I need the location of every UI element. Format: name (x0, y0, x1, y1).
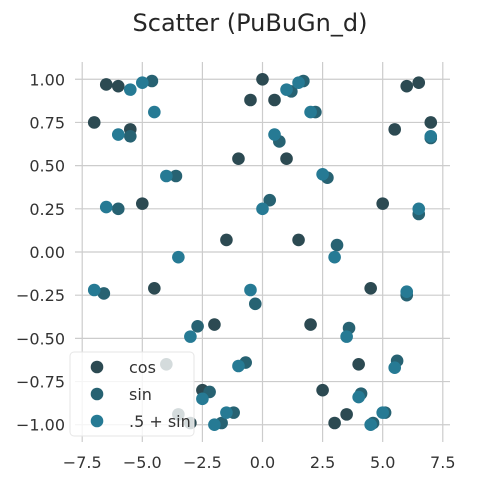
y-tick-label: 0.00 (29, 243, 65, 262)
data-point (220, 406, 233, 419)
data-point (136, 197, 149, 210)
x-tick-label: −5.0 (123, 453, 162, 472)
data-point (256, 72, 269, 86)
x-tick-label: 0.0 (250, 453, 275, 472)
data-point (424, 116, 438, 129)
y-tick-label: 0.25 (29, 200, 65, 219)
data-point (364, 281, 377, 295)
x-axis-ticks: −7.5 −5.0 −2.5 0.0 2.5 5.0 7.5 (63, 453, 456, 472)
data-point (328, 250, 341, 264)
data-point (196, 392, 209, 406)
y-axis-ticks: −1.00 −0.75 −0.50 −0.25 0.00 0.25 0.50 0.75 1.00 (16, 70, 65, 434)
data-point (292, 233, 305, 247)
data-point (220, 233, 233, 247)
data-point (388, 123, 402, 136)
y-tick-label: 0.75 (29, 113, 65, 132)
legend-label: cos (129, 358, 156, 377)
data-point (111, 202, 125, 216)
data-point (160, 169, 173, 183)
data-point (376, 197, 389, 210)
data-point (304, 105, 317, 119)
x-tick-label: −2.5 (183, 453, 222, 472)
data-point (263, 193, 277, 207)
legend: cos sin .5 + sin (69, 351, 195, 437)
data-point (330, 238, 344, 252)
data-point (328, 416, 341, 430)
data-point (316, 383, 329, 397)
data-point (191, 319, 204, 333)
data-point (244, 283, 257, 297)
y-tick-label: −1.00 (16, 416, 65, 435)
chart-title: Scatter (PuBuGn_d) (133, 9, 368, 37)
data-point (232, 152, 245, 166)
data-point (111, 128, 125, 141)
data-point (136, 76, 149, 90)
data-point (352, 357, 365, 371)
legend-label: .5 + sin (129, 412, 191, 431)
data-point (123, 83, 137, 96)
y-tick-label: −0.25 (16, 286, 65, 305)
data-point (268, 128, 281, 141)
data-point (388, 361, 402, 375)
data-point (99, 78, 113, 91)
y-tick-label: 1.00 (29, 70, 65, 89)
data-point (208, 318, 221, 331)
data-point (97, 287, 111, 300)
data-point (280, 152, 293, 166)
legend-marker (90, 414, 104, 428)
x-tick-label: −7.5 (63, 453, 102, 472)
data-point (352, 390, 365, 404)
data-point (340, 408, 353, 421)
data-point (292, 76, 305, 90)
legend-marker (90, 360, 104, 374)
data-point (87, 116, 101, 129)
legend-box (69, 351, 195, 437)
x-tick-label: 7.5 (430, 453, 455, 472)
data-point (304, 318, 317, 331)
data-point (208, 418, 221, 432)
data-point (424, 129, 438, 143)
data-point (172, 250, 185, 264)
data-point (412, 76, 426, 90)
data-point (268, 93, 281, 107)
legend-label: sin (129, 385, 152, 404)
data-point (340, 330, 353, 343)
data-point (256, 202, 269, 216)
series-0 (87, 72, 438, 430)
legend-marker (90, 387, 104, 401)
data-points (87, 72, 438, 432)
data-point (184, 330, 197, 343)
y-tick-label: −0.50 (16, 329, 65, 348)
series-2 (87, 76, 438, 432)
data-point (400, 79, 414, 93)
data-point (148, 281, 161, 295)
data-point (99, 200, 113, 214)
y-tick-label: −0.75 (16, 373, 65, 392)
x-tick-label: 5.0 (370, 453, 395, 472)
data-point (316, 167, 329, 181)
x-tick-label: 2.5 (310, 453, 335, 472)
data-point (111, 79, 125, 93)
data-point (169, 169, 183, 183)
data-point (148, 105, 161, 119)
data-point (364, 418, 377, 432)
data-point (376, 406, 389, 419)
data-point (400, 285, 414, 299)
data-point (232, 359, 245, 373)
y-tick-label: 0.50 (29, 157, 65, 176)
data-point (87, 283, 101, 297)
data-point (248, 297, 262, 311)
data-point (280, 83, 293, 96)
data-point (145, 74, 159, 88)
data-point (412, 202, 426, 216)
data-point (244, 93, 257, 107)
data-point (123, 129, 137, 143)
